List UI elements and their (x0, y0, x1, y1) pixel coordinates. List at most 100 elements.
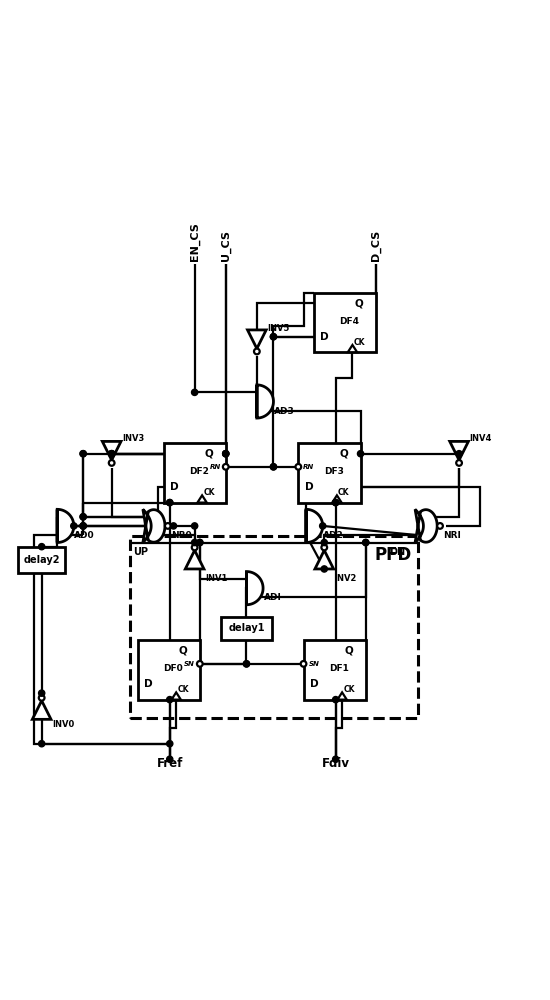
Text: INV0: INV0 (52, 720, 74, 729)
Text: D: D (320, 332, 329, 342)
Polygon shape (450, 441, 469, 460)
Circle shape (108, 451, 115, 457)
Circle shape (271, 334, 277, 340)
Text: Q: Q (179, 646, 188, 656)
Circle shape (271, 464, 277, 470)
Text: Q: Q (339, 449, 348, 459)
Circle shape (320, 523, 326, 529)
Text: SN: SN (184, 661, 195, 667)
Circle shape (167, 756, 173, 762)
Circle shape (80, 451, 86, 457)
Circle shape (167, 499, 173, 506)
Polygon shape (102, 441, 121, 460)
Circle shape (80, 523, 86, 529)
Circle shape (80, 523, 86, 529)
Circle shape (223, 464, 229, 470)
Circle shape (223, 451, 229, 457)
Circle shape (301, 661, 306, 667)
Circle shape (321, 539, 327, 546)
Text: NR0: NR0 (171, 531, 192, 540)
Text: Fref: Fref (157, 757, 183, 770)
Text: INV5: INV5 (267, 324, 290, 333)
Circle shape (39, 695, 45, 701)
Text: CK: CK (354, 338, 365, 347)
FancyBboxPatch shape (138, 640, 200, 700)
Text: CK: CK (203, 488, 214, 497)
Text: PFD: PFD (374, 546, 411, 564)
Polygon shape (32, 701, 51, 719)
FancyBboxPatch shape (18, 547, 65, 573)
Circle shape (271, 334, 277, 340)
Text: INV4: INV4 (470, 434, 492, 443)
Text: D: D (305, 482, 313, 492)
Polygon shape (338, 692, 346, 700)
Polygon shape (57, 509, 74, 543)
Polygon shape (248, 330, 266, 349)
Polygon shape (257, 385, 273, 418)
Circle shape (254, 349, 260, 354)
Circle shape (167, 697, 173, 703)
Circle shape (167, 741, 173, 747)
Text: RN: RN (303, 464, 315, 470)
FancyBboxPatch shape (163, 443, 226, 503)
FancyBboxPatch shape (298, 443, 361, 503)
FancyBboxPatch shape (304, 640, 366, 700)
Text: U_CS: U_CS (221, 230, 231, 261)
Circle shape (333, 697, 339, 703)
Circle shape (191, 389, 198, 395)
Text: delay1: delay1 (228, 623, 265, 633)
Polygon shape (172, 692, 181, 700)
Circle shape (80, 514, 86, 520)
Polygon shape (348, 345, 357, 352)
Circle shape (362, 539, 369, 546)
Circle shape (80, 523, 86, 529)
Circle shape (197, 661, 202, 667)
Text: DF4: DF4 (339, 317, 359, 326)
Circle shape (165, 523, 170, 529)
Text: D_CS: D_CS (371, 230, 381, 261)
Circle shape (456, 460, 462, 466)
Circle shape (358, 451, 364, 457)
Circle shape (333, 499, 339, 506)
Circle shape (108, 451, 115, 457)
Text: AD0: AD0 (74, 531, 95, 540)
Text: CK: CK (343, 685, 355, 694)
Circle shape (71, 523, 77, 529)
Text: INV3: INV3 (122, 434, 144, 443)
Text: NRI: NRI (443, 531, 461, 540)
Text: DN: DN (389, 547, 405, 557)
Text: INV1: INV1 (205, 574, 227, 583)
Text: CK: CK (177, 685, 189, 694)
Circle shape (197, 539, 203, 546)
Circle shape (321, 545, 327, 550)
Polygon shape (143, 509, 165, 543)
Circle shape (109, 460, 114, 466)
Text: INV2: INV2 (334, 574, 357, 583)
Text: Q: Q (344, 646, 353, 656)
Polygon shape (185, 550, 204, 569)
Text: DF1: DF1 (329, 664, 349, 673)
Circle shape (167, 499, 173, 506)
Circle shape (197, 539, 203, 546)
Circle shape (39, 741, 45, 747)
Text: SN: SN (309, 661, 320, 667)
Text: delay2: delay2 (24, 555, 60, 565)
Polygon shape (306, 509, 323, 543)
Circle shape (243, 661, 250, 667)
Polygon shape (332, 495, 342, 503)
Text: AD2: AD2 (323, 531, 344, 540)
Polygon shape (315, 550, 334, 569)
Circle shape (108, 451, 115, 457)
Text: D: D (170, 482, 178, 492)
Text: ADI: ADI (263, 593, 282, 602)
Text: DF0: DF0 (163, 664, 183, 673)
Text: D: D (310, 679, 318, 689)
Circle shape (295, 464, 301, 470)
Polygon shape (415, 509, 437, 543)
Text: CK: CK (338, 488, 349, 497)
Text: UP: UP (134, 547, 149, 557)
Circle shape (170, 523, 177, 529)
Text: Q: Q (205, 449, 213, 459)
Circle shape (243, 661, 250, 667)
FancyBboxPatch shape (221, 617, 272, 640)
